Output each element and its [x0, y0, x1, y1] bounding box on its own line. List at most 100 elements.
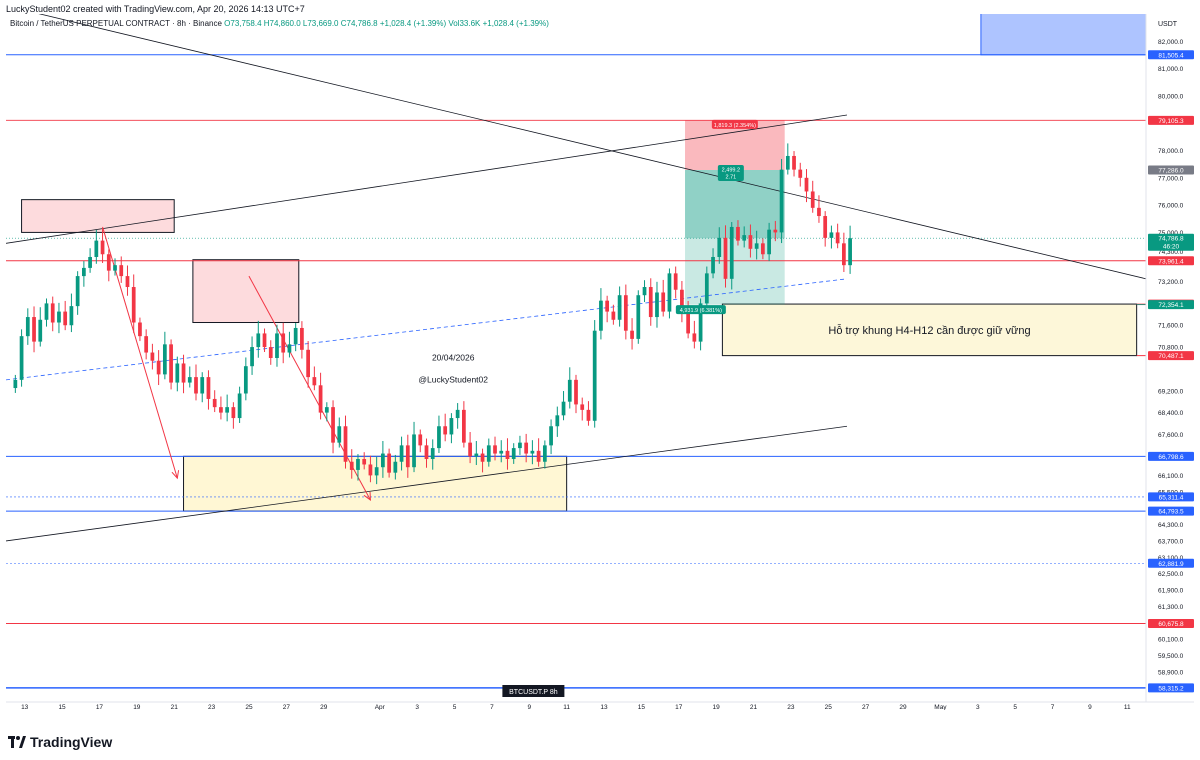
candle — [449, 413, 454, 444]
x-tick-label: 5 — [1013, 704, 1017, 710]
y-tick-label: 67,600.0 — [1158, 432, 1184, 439]
x-tick-label: 7 — [1051, 704, 1055, 710]
candle — [723, 225, 728, 288]
x-tick-label: Apr — [375, 704, 386, 710]
y-tick-label: 81,000.0 — [1158, 66, 1184, 73]
price-label-bg — [1148, 165, 1194, 175]
x-tick-label: 23 — [208, 704, 216, 710]
candle-body — [243, 366, 248, 394]
trend-line — [5, 114, 848, 244]
candle — [437, 415, 441, 454]
candle — [430, 439, 435, 470]
risk-reward-label: 2,499.2 — [722, 168, 740, 174]
candle-body — [767, 229, 771, 255]
candle — [842, 232, 846, 272]
candle — [13, 374, 18, 393]
price-label-bg — [1148, 506, 1194, 516]
candle — [293, 323, 298, 352]
candle — [231, 402, 236, 429]
candle-body — [567, 379, 572, 402]
candle — [729, 222, 734, 290]
x-tick-label: 21 — [171, 704, 179, 710]
candle-body — [206, 377, 211, 399]
candle-body — [219, 407, 223, 413]
candle-body — [368, 464, 373, 476]
chart-area[interactable]: 1,819.3 (2.354%) 2,499.2 2.71 4,931.9 (6.38… — [5, 5, 1194, 711]
price-label: 60,675.8 — [1158, 621, 1184, 628]
top-blue-zone — [980, 5, 1147, 56]
candle — [424, 438, 429, 468]
y-tick-label: 63,100.0 — [1158, 555, 1184, 562]
candle — [648, 278, 653, 326]
candle-body — [144, 336, 149, 353]
candle — [754, 230, 759, 260]
candle-body — [200, 377, 205, 394]
candle-body — [69, 306, 74, 326]
candle-body — [742, 235, 747, 241]
candle — [630, 318, 634, 350]
candle — [100, 228, 105, 263]
x-tick-label: 7 — [490, 704, 494, 710]
candle — [636, 290, 641, 344]
candle — [256, 320, 261, 358]
x-tick-label: 3 — [976, 704, 980, 710]
candle — [667, 268, 672, 319]
support-text: Hỗ trợ khung H4-H12 cần được giữ vững — [828, 324, 1030, 337]
candle-body — [63, 311, 68, 326]
x-tick-label: 5 — [453, 704, 457, 710]
y-tick-label: 74,300.0 — [1158, 249, 1184, 256]
candle-body — [717, 237, 722, 257]
candle-body — [661, 292, 666, 312]
price-label: 62,881.9 — [1158, 561, 1184, 568]
candle — [623, 284, 628, 340]
candle-body — [50, 303, 55, 323]
candle-body — [300, 327, 304, 350]
candle — [306, 341, 310, 388]
candle-body — [673, 273, 678, 290]
candle — [50, 296, 55, 332]
y-tick-label: 58,900.0 — [1158, 669, 1184, 676]
tradingview-branding[interactable]: TradingView — [8, 734, 112, 750]
candle — [331, 400, 335, 454]
candle — [374, 456, 379, 485]
candle — [94, 229, 99, 264]
candle-body — [773, 229, 778, 233]
price-label: 74,786.8 — [1158, 236, 1184, 243]
candle — [412, 421, 416, 473]
candle-body — [437, 426, 441, 449]
candle — [119, 256, 124, 283]
candle — [567, 367, 572, 409]
take-profit-label: 4,931.9 (6.381%) — [680, 308, 722, 314]
candle — [499, 440, 504, 463]
candle-body — [212, 398, 217, 408]
candle — [599, 288, 603, 340]
candle-body — [75, 276, 80, 307]
candle — [493, 436, 497, 461]
candle — [169, 339, 173, 390]
candle-body — [723, 237, 728, 279]
candle — [542, 440, 547, 469]
candle — [773, 220, 778, 242]
candle-body — [19, 336, 24, 380]
candle-body — [349, 461, 354, 470]
arrow-head — [363, 491, 371, 501]
candle-body — [412, 434, 416, 468]
candle — [387, 448, 391, 478]
candle-body — [430, 448, 435, 460]
candle-body — [561, 401, 566, 416]
candle-body — [574, 379, 578, 405]
price-chart[interactable]: 1,819.3 (2.354%) 2,499.22.71 4,931.9 (6.38… — [5, 5, 1194, 711]
candle-body — [580, 404, 585, 410]
resistance-zone-1 — [21, 199, 175, 233]
candle-body — [655, 292, 659, 318]
candle — [362, 452, 367, 470]
y-tick-label: 78,000.0 — [1158, 148, 1184, 155]
candle — [717, 227, 722, 264]
candle — [300, 321, 304, 359]
candle-body — [617, 295, 622, 320]
candle — [549, 419, 553, 455]
trend-line — [5, 425, 848, 542]
candle — [324, 402, 329, 422]
candle-body — [823, 216, 828, 238]
candle-body — [399, 445, 404, 462]
